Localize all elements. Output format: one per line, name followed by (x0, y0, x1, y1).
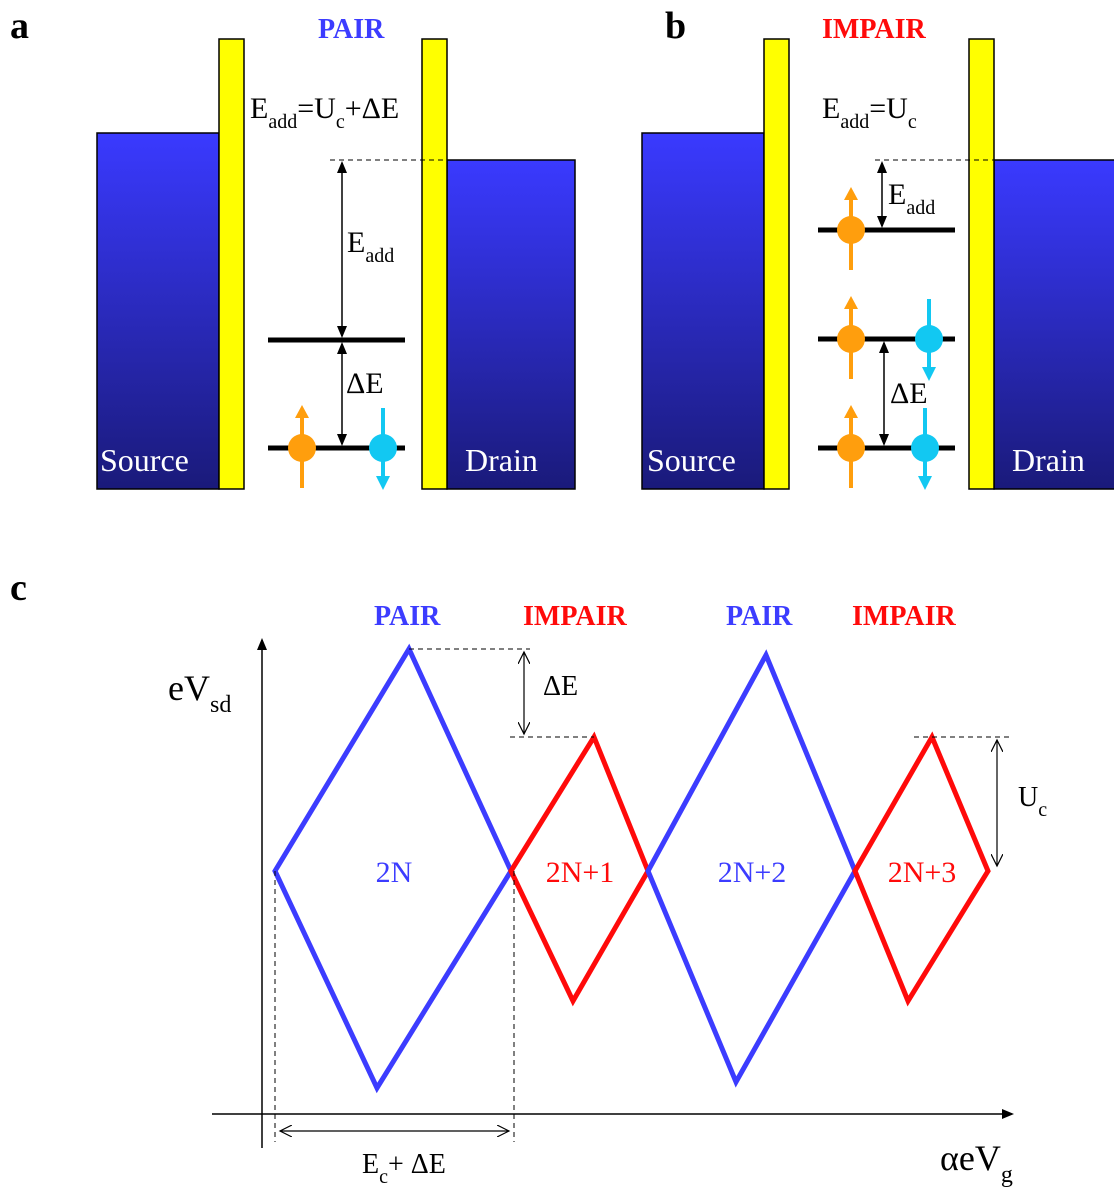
barrier-right-b (968, 38, 995, 490)
delta-label-a: ΔE (346, 367, 384, 400)
spin-down-electron-b3 (911, 408, 939, 490)
panel-b-parity-label: IMPAIR (822, 14, 926, 45)
panel-a-parity-label: PAIR (318, 14, 385, 45)
panel-c-letter: c (10, 567, 27, 609)
source-label-a: Source (100, 442, 189, 478)
panel-c: c PAIR IMPAIR PAIR IMPAIR eVsd αeVg 2N 2… (10, 567, 1047, 1187)
diamond-2n-plus-3 (852, 731, 991, 1007)
x-axis-label: αeVg (940, 1138, 1013, 1187)
uc-label: Uc (1018, 782, 1047, 821)
parity-label-2: IMPAIR (523, 601, 627, 632)
panel-a: a PAIR Source Drain Eadd=Uc+ΔE Eadd ΔE (10, 5, 576, 490)
source-reservoir-a (96, 132, 220, 490)
parity-label-4: IMPAIR (852, 601, 956, 632)
eadd-arrow-label-b: Eadd (888, 178, 935, 219)
eadd-arrow-label-a: Eadd (347, 226, 394, 267)
spin-down-electron-a (369, 408, 397, 490)
source-label-b: Source (647, 442, 736, 478)
diamond-label-2n-plus-1: 2N+1 (546, 856, 615, 889)
source-reservoir-b (641, 132, 765, 490)
spin-up-electron-b2 (837, 296, 865, 379)
parity-label-3: PAIR (726, 601, 793, 632)
diamond-label-2n: 2N (376, 856, 413, 889)
barrier-left-b (763, 38, 790, 490)
drain-reservoir-b (993, 159, 1114, 490)
spin-up-electron-b3 (837, 405, 865, 488)
spin-up-electron-b1 (837, 187, 865, 270)
delta-label-b: ΔE (890, 377, 928, 410)
diamond-label-2n-plus-2: 2N+2 (718, 856, 787, 889)
barrier-left-a (218, 38, 245, 490)
eadd-equation-b: Eadd=Uc (822, 92, 917, 133)
drain-label-b: Drain (1012, 442, 1085, 478)
eadd-equation-a: Eadd=Uc+ΔE (250, 92, 399, 133)
diamond-label-2n-plus-3: 2N+3 (888, 856, 957, 889)
barrier-right-a (421, 38, 448, 490)
panel-b: b IMPAIR Source Drain Eadd=Uc Eadd (641, 5, 1114, 490)
drain-reservoir-a (446, 159, 576, 490)
y-axis-label: eVsd (168, 668, 231, 718)
period-label: Ec+ ΔE (362, 1149, 446, 1187)
spin-up-electron-a (288, 405, 316, 488)
drain-label-a: Drain (465, 442, 538, 478)
spin-down-electron-b2 (915, 299, 943, 381)
panel-a-letter: a (10, 5, 29, 47)
panel-b-letter: b (665, 5, 686, 47)
parity-label-1: PAIR (374, 601, 441, 632)
delta-label-c: ΔE (543, 671, 578, 702)
